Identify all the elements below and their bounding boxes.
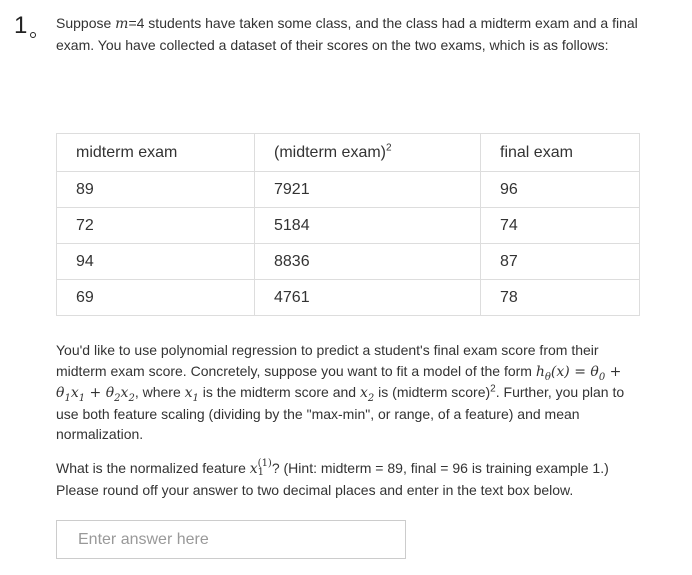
scores-table: midterm exam (midterm exam)2 final exam … [56,133,640,316]
table-row: 94 8836 87 [56,243,640,280]
question-intro: Suppose m=4 students have taken some cla… [56,13,641,55]
cell-final: 87 [480,243,640,280]
cell-midterm: 94 [56,243,255,280]
cell-final: 74 [480,207,640,244]
cell-midterm: 69 [56,279,255,316]
cell-midterm: 89 [56,171,255,208]
header-superscript: 2 [386,142,392,154]
feature-x2: x2 [359,385,375,404]
feature-x1: x1 [184,385,199,404]
cell-midterm-squared: 8836 [254,243,481,280]
model-text-e: . Further, you plan to use both feature … [56,384,625,442]
question-prompt: What is the normalized feature x (1) 1? (H… [56,458,646,500]
prompt-text-b: ? (Hint: midterm = 89, final = 96 is tra… [56,460,609,498]
model-text-d: is (midterm score) [374,384,491,400]
cell-midterm-squared: 7921 [254,171,481,208]
prompt-text-a: What is the normalized feature [56,460,250,476]
cell-midterm-squared: 4761 [254,279,481,316]
hypothesis-formula: hθ(x) = θ0 + θ1x1 + θ2x2 [56,363,622,404]
model-description: You'd like to use polynomial regression … [56,340,646,445]
cell-final: 78 [480,279,640,316]
table-row: 89 7921 96 [56,171,640,208]
intro-var-m: m [115,16,129,32]
cell-midterm-squared: 5184 [254,207,481,244]
cell-final: 96 [480,171,640,208]
header-midterm-squared-label: (midterm exam) [274,143,387,161]
intro-text-post: =4 students have taken some class, and t… [56,15,638,53]
table-row: 72 5184 74 [56,207,640,244]
model-text-a: You'd like to use polynomial regression … [56,342,599,379]
feature-x1-superscript-1: x (1) 1 [249,458,272,478]
header-midterm-squared: (midterm exam)2 [254,133,481,172]
squared-superscript: 2 [490,383,496,395]
table-header-row: midterm exam (midterm exam)2 final exam [56,133,640,172]
answer-input[interactable] [56,520,406,559]
model-text-c: is the midterm score and [198,384,360,400]
question-number-dot [30,32,36,38]
question-number: 1 [14,12,28,39]
intro-text-pre: Suppose [56,15,116,31]
cell-midterm: 72 [56,207,255,244]
table-row: 69 4761 78 [56,279,640,316]
model-text-b: , where [134,384,185,400]
header-midterm: midterm exam [56,133,255,172]
header-final: final exam [480,133,640,172]
